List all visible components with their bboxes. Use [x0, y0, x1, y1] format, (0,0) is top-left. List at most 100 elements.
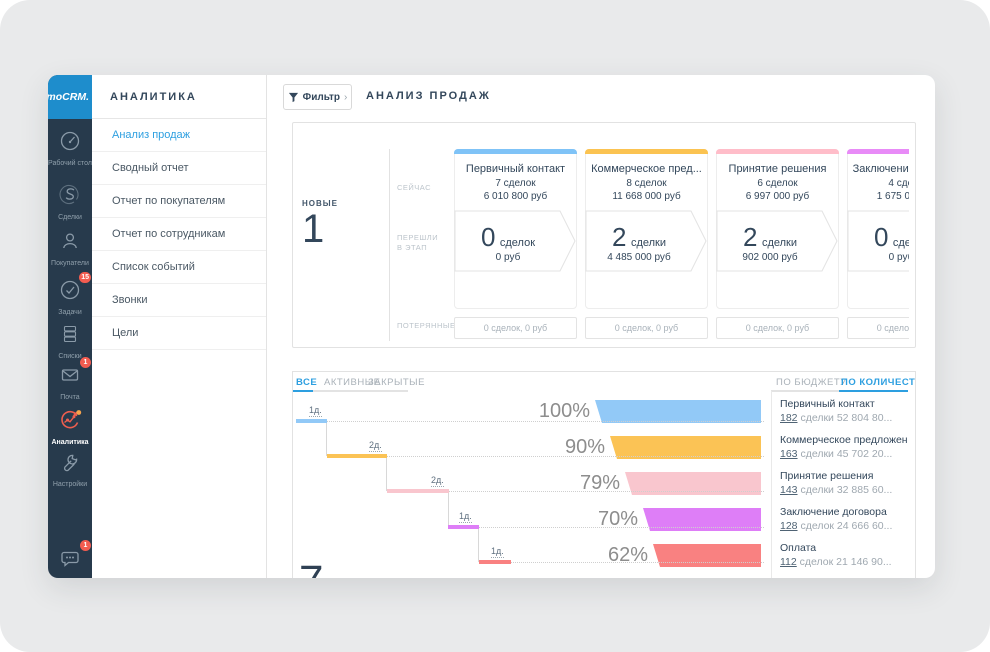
sidebar-item-label: Почта [60, 394, 80, 401]
sidebar-item-deals[interactable]: Сделки [48, 182, 92, 222]
funnel-percent: 90% [564, 436, 605, 458]
duration-label[interactable]: 2д. [369, 440, 382, 452]
sidebar-item-tasks[interactable]: 15 Задачи [48, 272, 92, 317]
step-connector [448, 489, 449, 527]
analytics-menu: АНАЛИТИКА Анализ продаж Сводный отчет От… [92, 75, 267, 578]
legend-title: Оплата [780, 542, 817, 554]
tab-by-budget[interactable]: ПО БЮДЖЕТУ [776, 377, 847, 388]
sidebar-item-label: Покупатели [51, 260, 89, 267]
legend-count-link[interactable]: 163 [780, 448, 798, 460]
menu-item-events-list[interactable]: Список событий [92, 251, 266, 284]
stage-card[interactable]: Первичный контакт 7 сделок 6 010 800 руб… [454, 149, 577, 309]
filter-button[interactable]: Фильтр › [283, 84, 352, 110]
menu-item-employees-report[interactable]: Отчет по сотрудникам [92, 218, 266, 251]
tab-all[interactable]: ВСЕ [296, 377, 318, 388]
duration-label[interactable]: 2д. [431, 475, 444, 487]
tab-active[interactable]: АКТИВНЫЕ [324, 377, 381, 388]
tabline [293, 390, 408, 392]
duration-label[interactable]: 1д. [309, 405, 322, 417]
sidebar-item-analytics[interactable]: Аналитика [48, 407, 92, 447]
stage-color-bar [716, 149, 839, 154]
page-title: АНАЛИЗ ПРОДАЖ [366, 90, 491, 102]
chat-badge: 1 [80, 540, 91, 551]
duration-step [327, 454, 387, 458]
menu-item-calls[interactable]: Звонки [92, 284, 266, 317]
sidebar-item-settings[interactable]: Настройки [48, 449, 92, 489]
sidebar-item-mail[interactable]: 1 Почта [48, 357, 92, 402]
tab-by-quantity[interactable]: ПО КОЛИЧЕСТВУ [841, 377, 916, 388]
stage-color-bar [585, 149, 708, 154]
stage-now-count: 6 сделок [757, 178, 798, 189]
filter-label: Фильтр [302, 91, 340, 103]
lost-cell: 0 сделок, 0 руб [585, 317, 708, 339]
stage-now-count: 4 сделки [888, 178, 909, 189]
legend-item: Коммерческое предложение 163 сделки 45 7… [780, 434, 908, 460]
list-icon [57, 321, 83, 347]
sidebar-item-customers[interactable]: Покупатели [48, 228, 92, 268]
funnel-bar [643, 508, 761, 531]
moved-count: 2 [612, 222, 627, 252]
sidebar-item-label: Рабочий стол [48, 160, 92, 167]
sidebar-item-desktop[interactable]: Рабочий стол [48, 128, 92, 168]
duration-label[interactable]: 1д. [491, 546, 504, 558]
menu-header: АНАЛИТИКА [92, 75, 266, 119]
funnel-bar [610, 436, 761, 459]
funnel-percent: 79% [579, 472, 620, 494]
stage-title: Коммерческое пред... [591, 163, 702, 175]
step-connector [326, 419, 327, 456]
amocrm-logo[interactable]: amoCRM. [48, 75, 92, 119]
logo-text: amoCRM. [48, 91, 89, 103]
stage-title: Заключение договора [852, 163, 909, 175]
duration-step [296, 419, 327, 423]
leader-line [479, 527, 764, 528]
funnel-bar [625, 472, 761, 495]
sidebar-item-chat[interactable]: 1 [48, 540, 92, 576]
new-deals-label: НОВЫЕ [302, 199, 338, 208]
check-circle-icon: 15 [57, 272, 91, 303]
leader-line [327, 421, 764, 422]
divider [389, 149, 390, 341]
legend-count-link[interactable]: 143 [780, 484, 798, 496]
duration-label[interactable]: 1д. [459, 511, 472, 523]
menu-item-goals[interactable]: Цели [92, 317, 266, 350]
legend-count-link[interactable]: 182 [780, 412, 798, 424]
tab-closed[interactable]: ЗАКРЫТЫЕ [368, 377, 425, 388]
legend-count-link[interactable]: 128 [780, 520, 798, 532]
stage-moved-box: 0 сделок 0 руб [454, 210, 577, 272]
chevron-right-icon: › [343, 91, 348, 103]
stage-now-count: 8 сделок [626, 178, 667, 189]
menu-item-summary-report[interactable]: Сводный отчет [92, 152, 266, 185]
leader-line [449, 491, 764, 492]
legend-title: Первичный контакт [780, 398, 875, 410]
sidebar-item-label: Сделки [58, 214, 82, 221]
stage-color-bar [847, 149, 909, 154]
nav-rail: amoCRM. Рабочий стол Сделки Покупатели 1… [48, 75, 92, 578]
row-label-lost: ПОТЕРЯННЫЕ [397, 321, 456, 330]
moved-count: 0 [480, 222, 496, 252]
sidebar-item-label: Списки [58, 353, 82, 360]
step-connector [386, 454, 387, 491]
stage-card[interactable]: Коммерческое пред... 8 сделок 11 668 000… [585, 149, 708, 309]
wrench-icon [57, 449, 83, 475]
menu-item-sales-analysis[interactable]: Анализ продаж [92, 119, 266, 152]
sidebar-item-label: Настройки [52, 481, 88, 488]
sidebar-item-label: Аналитика [51, 439, 89, 446]
stage-now-sum: 6 010 800 руб [483, 191, 548, 202]
moved-sum: 902 000 руб [742, 252, 798, 263]
stage-moved-box: 2 сделки 4 485 000 руб [585, 210, 708, 272]
legend-count-link[interactable]: 112 [780, 556, 797, 568]
menu-item-customers-report[interactable]: Отчет по покупателям [92, 185, 266, 218]
lost-cell: 0 сделок, 0 руб [454, 317, 577, 339]
stage-now-sum: 1 675 000 руб [876, 191, 909, 202]
legend-title: Коммерческое предложение [780, 434, 908, 446]
deals-icon [57, 182, 83, 208]
moved-count: 0 [873, 222, 889, 252]
stage-card[interactable]: Принятие решения 6 сделок 6 997 000 руб … [716, 149, 839, 309]
leader-line [387, 456, 764, 457]
stage-card[interactable]: Заключение договора 4 сделки 1 675 000 р… [847, 149, 909, 309]
legend-title: Принятие решения [780, 470, 874, 482]
sidebar-item-lists[interactable]: Списки [48, 321, 92, 361]
row-label-now: СЕЙЧАС [397, 183, 432, 192]
legend-item: Первичный контакт 182 сделки 52 804 80..… [780, 398, 908, 424]
moved-sum: 0 руб [495, 252, 521, 263]
